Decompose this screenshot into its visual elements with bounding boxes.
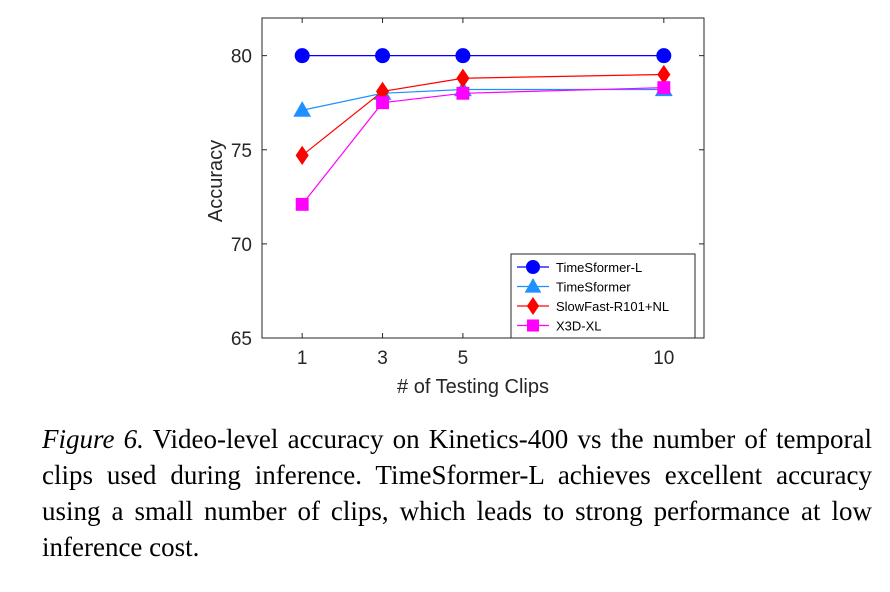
- series-line: [302, 88, 664, 111]
- y-axis-label: Accuracy: [205, 140, 227, 222]
- x-axis-label: # of Testing Clips: [397, 376, 549, 398]
- series-layer: [293, 48, 673, 211]
- y-tick-label: 80: [231, 47, 252, 68]
- y-tick-label: 70: [231, 235, 252, 256]
- series-line: [301, 87, 664, 205]
- plot-frame: [261, 17, 705, 339]
- marker-circle: [526, 260, 540, 274]
- series-line: [301, 73, 664, 156]
- marker-diamond: [456, 68, 470, 88]
- marker-square: [376, 96, 389, 110]
- figure-label: Figure 6.: [42, 424, 144, 454]
- figure-caption: Figure 6. Video-level accuracy on Kineti…: [42, 421, 872, 565]
- legend-item: TimeSformer-L: [517, 260, 642, 275]
- legend: TimeSformer-L TimeSformer SlowFast-R101+NL…: [510, 253, 696, 339]
- y-tick-label: 75: [231, 141, 252, 162]
- series-slowfast-r101-nl: [295, 64, 671, 166]
- x-tick-label: 10: [653, 348, 674, 369]
- marker-diamond: [657, 64, 671, 85]
- marker-triangle: [293, 101, 312, 117]
- x-tick-label: 5: [458, 348, 469, 369]
- marker-triangle: [524, 278, 542, 293]
- marker-square: [295, 197, 309, 211]
- accuracy-chart: 1 3 5 10 65 70 75 80 # of Testing Clips Accura…: [205, 17, 705, 398]
- caption-text: Video-level accuracy on Kinetics-400 vs …: [42, 424, 873, 562]
- series-x3d-xl: [295, 81, 671, 211]
- marker-circle: [294, 48, 310, 64]
- series-timesformer-l: [294, 48, 672, 64]
- legend-item: TimeSformer: [517, 278, 631, 295]
- series-timesformer: [293, 80, 673, 117]
- marker-circle: [455, 48, 471, 64]
- marker-diamond: [526, 296, 540, 316]
- x-tick-label: 3: [377, 348, 388, 369]
- marker-square: [456, 86, 470, 100]
- marker-square: [657, 81, 671, 95]
- legend-label: TimeSformer: [556, 280, 631, 295]
- legend-label: X3D-XL: [556, 319, 602, 334]
- y-tick-label: 65: [231, 329, 252, 350]
- x-axis: 1 3 5 10: [297, 18, 674, 369]
- marker-diamond: [295, 145, 309, 166]
- legend-box: [510, 253, 696, 339]
- legend-item: SlowFast-R101+NL: [517, 296, 669, 316]
- marker-circle: [656, 48, 672, 64]
- x-tick-label: 1: [297, 348, 308, 369]
- y-axis: 65 70 75 80: [231, 47, 704, 350]
- marker-circle: [375, 48, 391, 64]
- legend-label: TimeSformer-L: [556, 260, 642, 275]
- legend-item: X3D-XL: [517, 319, 602, 334]
- legend-label: SlowFast-R101+NL: [556, 299, 669, 314]
- plot-box: [261, 17, 705, 339]
- marker-square: [526, 319, 540, 332]
